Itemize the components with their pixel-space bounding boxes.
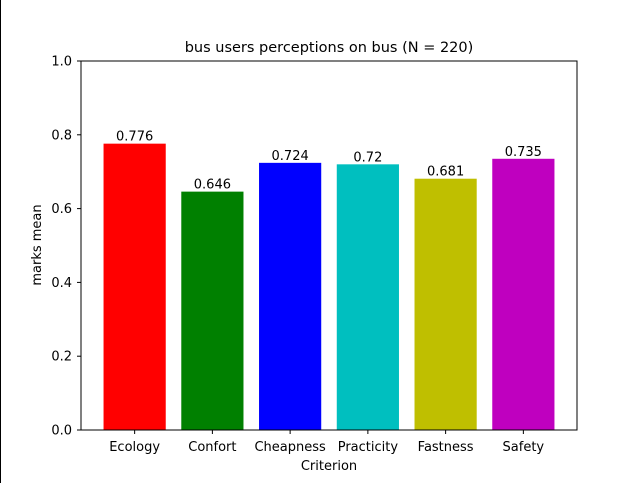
y-tick-label: 0.0	[51, 424, 72, 439]
x-tick-label-confort: Confort	[188, 440, 236, 455]
plot-frame	[80, 60, 578, 431]
x-tick-label-fastness: Fastness	[418, 440, 474, 455]
bar-value-label-fastness: 0.681	[427, 165, 464, 180]
bar-value-label-confort: 0.646	[194, 178, 231, 193]
y-tick-label: 0.6	[51, 202, 72, 217]
ticks-layer: Ecology Confort Cheapness Practicity Fastnes…	[51, 55, 544, 456]
bar-value-label-cheapness: 0.724	[272, 149, 309, 164]
x-tick-label-safety: Safety	[503, 440, 545, 455]
bar-practicity	[336, 164, 399, 430]
window-left-edge	[0, 0, 1, 483]
x-tick-label-cheapness: Cheapness	[254, 440, 326, 455]
bar-confort	[181, 191, 244, 430]
y-tick-label: 1.0	[51, 55, 72, 70]
x-tick-label-practicity: Practicity	[338, 440, 399, 455]
y-tick-label: 0.4	[51, 276, 72, 291]
y-axis-label: marks mean	[30, 204, 45, 285]
bar-value-label-practicity: 0.72	[353, 150, 382, 165]
x-tick-label-ecology: Ecology	[109, 440, 160, 455]
x-axis-label: Criterion	[301, 459, 357, 474]
bar-cheapness	[259, 162, 322, 430]
bar-ecology	[103, 143, 166, 430]
bar-value-label-safety: 0.735	[505, 145, 542, 160]
y-tick-label: 0.8	[51, 128, 72, 143]
bars-layer: 0.776 0.646 0.724 0.72 0.681 0.735	[103, 130, 555, 430]
y-tick-label: 0.2	[51, 350, 72, 365]
bar-safety	[492, 158, 555, 430]
bar-fastness	[414, 178, 477, 430]
chart-title: bus users perceptions on bus (N = 220)	[185, 40, 474, 56]
bar-value-label-ecology: 0.776	[116, 130, 153, 145]
